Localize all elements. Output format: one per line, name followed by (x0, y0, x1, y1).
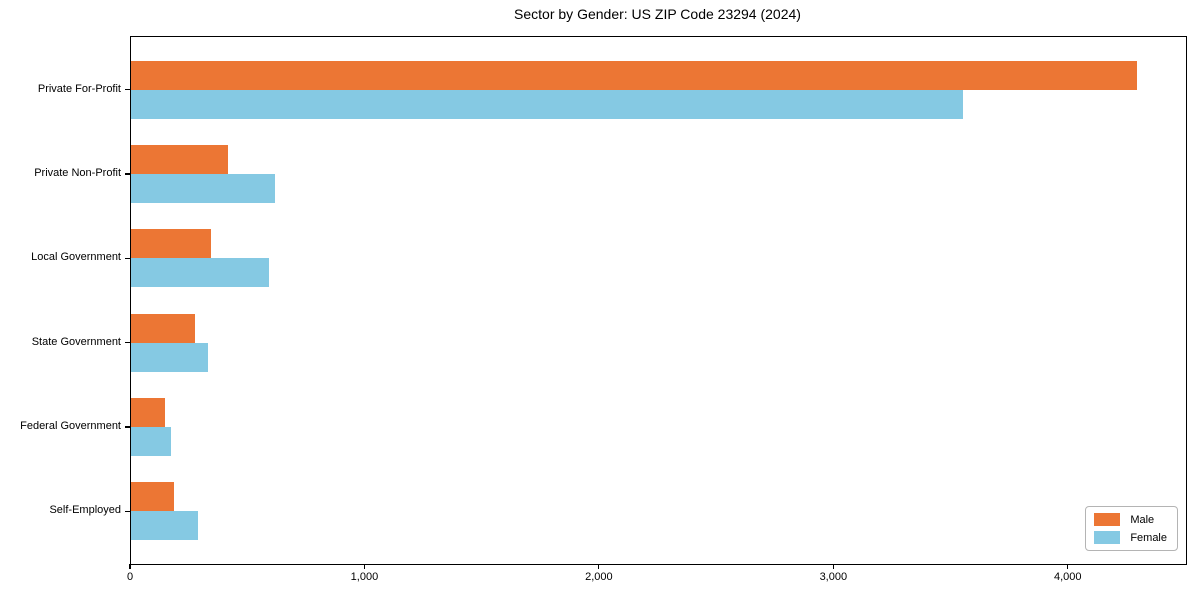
bar-female-local-government (131, 258, 270, 288)
plot-area: Male Female (125, 36, 1187, 565)
y-tick-label-local-government: Local Government (31, 251, 121, 264)
legend-item-male: Male (1094, 513, 1167, 526)
bar-male-federal-government (131, 397, 165, 427)
bar-female-private-non-profit (131, 174, 276, 204)
bar-male-private-non-profit (131, 145, 229, 175)
bar-male-private-for-profit (131, 60, 1137, 90)
x-axis-tick (1067, 564, 1069, 570)
legend-swatch-male (1094, 513, 1121, 526)
y-tick-label-private-for-profit: Private For-Profit (37, 82, 121, 95)
bar-female-private-for-profit (131, 89, 964, 119)
chart-title: Sector by Gender: US ZIP Code 23294 (202… (514, 6, 801, 22)
x-axis-tick (363, 564, 366, 570)
y-tick-label-self-employed: Self-Employed (49, 504, 121, 517)
y-axis-tick (125, 89, 130, 91)
bar-male-local-government (131, 229, 211, 259)
legend: Male Female (1085, 506, 1178, 551)
bar-male-self-employed (131, 482, 175, 512)
x-axis-tick (598, 564, 600, 570)
x-tick-label-2-000: 2,000 (585, 571, 613, 583)
x-axis-tick (129, 564, 131, 570)
y-axis-tick (125, 426, 130, 428)
y-axis-tick (125, 510, 130, 512)
y-axis-tick (125, 342, 130, 344)
bar-male-state-government (131, 313, 196, 343)
y-axis-tick (125, 257, 130, 259)
bar-female-federal-government (131, 426, 171, 456)
x-tick-label-1-000: 1,000 (350, 571, 379, 583)
y-axis-tick (125, 173, 130, 175)
y-tick-label-private-non-profit: Private Non-Profit (34, 167, 121, 180)
y-tick-label-federal-government: Federal Government (20, 419, 121, 432)
y-tick-label-state-government: State Government (31, 335, 121, 348)
x-axis-tick (832, 564, 834, 570)
legend-item-female: Female (1094, 531, 1167, 544)
legend-label-male: Male (1130, 513, 1155, 526)
bar-female-self-employed (131, 511, 198, 541)
bar-female-state-government (131, 342, 209, 372)
x-tick-label-0: 0 (126, 571, 134, 583)
x-tick-label-3-000: 3,000 (819, 571, 848, 583)
legend-label-female: Female (1130, 531, 1167, 544)
x-tick-label-4-000: 4,000 (1054, 571, 1082, 583)
legend-swatch-female (1094, 531, 1121, 544)
